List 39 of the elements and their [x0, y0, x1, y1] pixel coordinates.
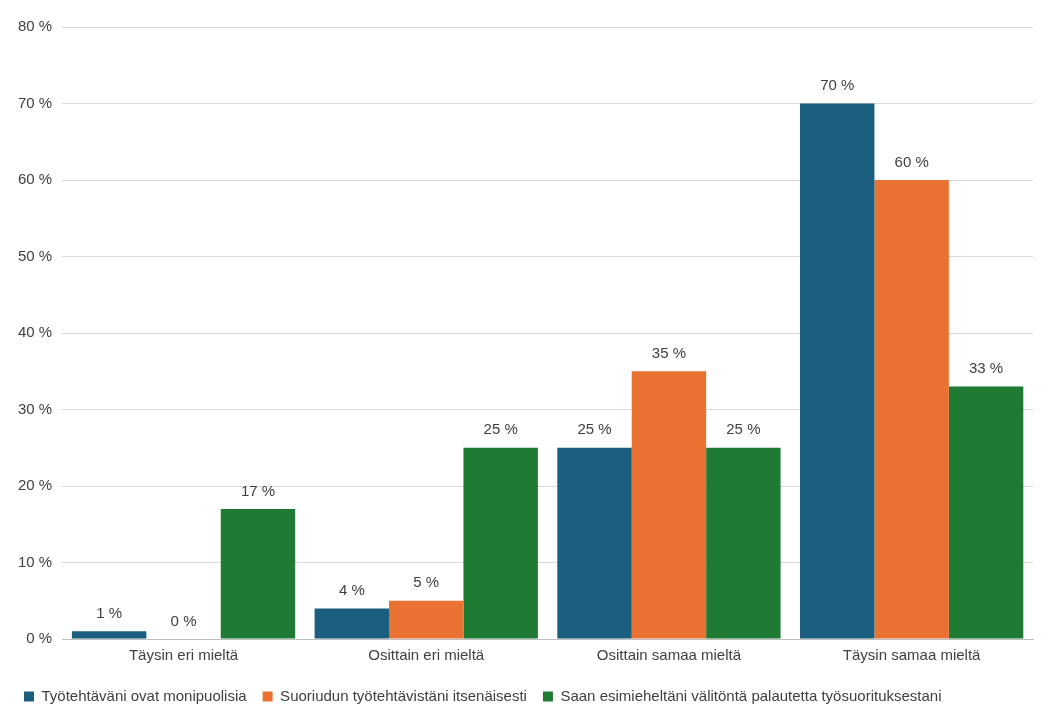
bar — [706, 447, 781, 639]
bar — [220, 508, 296, 639]
x-tick-label: Osittain samaa mieltä — [596, 646, 742, 664]
y-tick-label: 30 % — [17, 399, 53, 417]
y-tick-label: 40 % — [17, 323, 53, 341]
y-tick-label: 10 % — [17, 552, 53, 570]
data-label: 17 % — [240, 481, 276, 499]
bar — [874, 180, 949, 639]
data-label: 25 % — [483, 420, 518, 438]
bar — [314, 608, 390, 639]
y-tick-label: 20 % — [17, 476, 53, 494]
bar — [389, 600, 464, 639]
data-label: 35 % — [651, 343, 687, 361]
data-label: 25 % — [577, 420, 612, 438]
y-tick-label: 50 % — [17, 246, 53, 264]
x-tick-label: Täysin eri mieltä — [128, 646, 239, 664]
data-label: 4 % — [338, 581, 365, 599]
legend-label: Työtehtäväni ovat monipuolisia — [41, 686, 248, 704]
data-label: 60 % — [894, 152, 929, 170]
data-label: 25 % — [726, 420, 761, 438]
x-tick-label: Osittain eri mieltä — [368, 646, 485, 664]
legend-label: Saan esimieheltäni välitöntä palautetta työsuorituksestani — [560, 686, 942, 704]
data-label: 0 % — [170, 611, 197, 629]
legend-label: Suoriudun työtehtävistäni itsenäisesti — [280, 686, 527, 704]
data-label: 5 % — [413, 573, 440, 591]
x-tick-label: Täysin samaa mieltä — [842, 646, 982, 664]
y-tick-label: 80 % — [17, 17, 53, 35]
bar — [71, 631, 147, 639]
data-label: 33 % — [968, 359, 1004, 377]
bar — [631, 371, 707, 639]
bar — [800, 103, 875, 639]
bar — [557, 447, 632, 639]
y-tick-label: 70 % — [17, 93, 53, 111]
y-tick-label: 60 % — [17, 170, 53, 188]
data-label: 1 % — [96, 603, 123, 621]
bar — [463, 447, 538, 639]
bar — [948, 386, 1024, 639]
y-tick-label: 0 % — [26, 629, 53, 647]
data-label: 70 % — [820, 76, 855, 94]
